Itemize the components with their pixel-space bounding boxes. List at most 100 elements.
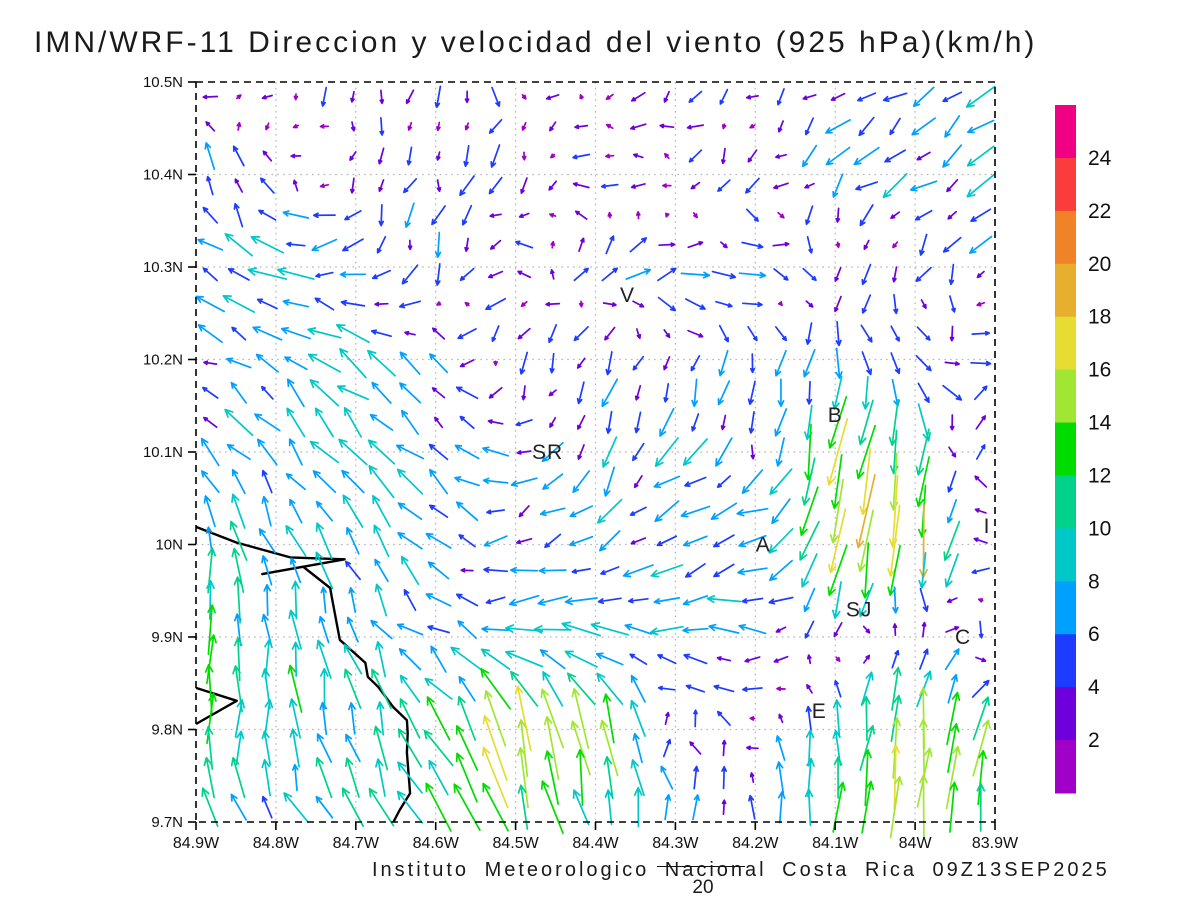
wind-arrow bbox=[942, 144, 963, 168]
wind-arrow bbox=[632, 732, 643, 764]
lat-tick-label: 10.3N bbox=[143, 259, 183, 276]
wind-arrow bbox=[976, 301, 986, 307]
wind-arrow bbox=[231, 468, 246, 495]
wind-arrow bbox=[544, 750, 560, 805]
wind-arrow bbox=[434, 416, 444, 429]
wind-arrow bbox=[744, 656, 761, 663]
colorbar-label: 16 bbox=[1088, 359, 1111, 382]
wind-arrow bbox=[859, 725, 876, 771]
wind-arrow bbox=[488, 118, 503, 134]
wind-arrow bbox=[601, 267, 619, 282]
wind-arrow bbox=[828, 508, 847, 574]
wind-arrow bbox=[892, 266, 898, 283]
wind-arrow bbox=[776, 88, 785, 106]
wind-arrow bbox=[576, 357, 586, 369]
wind-arrow bbox=[403, 178, 418, 194]
wind-arrow bbox=[921, 621, 927, 638]
lon-tick-label: 83.9W bbox=[972, 835, 1019, 852]
wind-arrow bbox=[597, 597, 622, 605]
wind-arrow bbox=[428, 443, 449, 461]
wind-arrow bbox=[318, 615, 330, 644]
wind-arrow bbox=[453, 783, 481, 832]
footer-text: Instituto Meteorologico Nacional Costa R… bbox=[372, 859, 1110, 881]
wind-arrow bbox=[549, 121, 557, 132]
wind-arrow bbox=[720, 241, 728, 249]
wind-arrow bbox=[970, 360, 992, 367]
wind-arrow bbox=[889, 117, 901, 136]
wind-arrow bbox=[397, 728, 423, 768]
wind-arrow bbox=[482, 714, 508, 782]
wind-arrow bbox=[687, 329, 704, 338]
wind-arrow bbox=[690, 355, 701, 372]
wind-arrow bbox=[461, 204, 473, 226]
wind-arrow bbox=[830, 92, 846, 101]
wind-arrow bbox=[741, 597, 764, 604]
wind-arrow bbox=[543, 715, 560, 781]
wind-arrow bbox=[632, 442, 645, 462]
wind-arrow bbox=[778, 713, 784, 724]
colorbar-segment bbox=[1055, 263, 1076, 318]
colorbar-segment bbox=[1055, 475, 1076, 529]
wind-arrow bbox=[429, 353, 449, 374]
wind-arrow bbox=[747, 325, 758, 342]
wind-arrow bbox=[650, 564, 684, 578]
wind-arrow bbox=[206, 692, 217, 745]
wind-arrow bbox=[799, 520, 820, 561]
wind-arrow bbox=[825, 146, 851, 166]
wind-arrow bbox=[510, 670, 539, 707]
wind-arrow bbox=[600, 566, 620, 575]
lat-tick-label: 10.4N bbox=[143, 167, 183, 184]
wind-arrow bbox=[338, 438, 368, 466]
wind-arrow bbox=[399, 698, 421, 739]
wind-arrow bbox=[693, 709, 698, 728]
wind-arrow bbox=[399, 382, 422, 404]
wind-arrow bbox=[401, 264, 419, 285]
wind-arrow bbox=[369, 413, 394, 431]
wind-arrow bbox=[861, 294, 872, 314]
lon-tick-label: 84.5W bbox=[492, 835, 539, 852]
colorbar-segment bbox=[1055, 369, 1076, 424]
wind-arrow bbox=[377, 147, 385, 165]
wind-arrow bbox=[948, 263, 955, 286]
wind-arrow bbox=[717, 380, 731, 406]
wind-arrow bbox=[630, 537, 647, 545]
wind-arrow bbox=[434, 231, 442, 258]
colorbar-label: 6 bbox=[1088, 623, 1100, 646]
wind-arrow bbox=[486, 509, 506, 515]
wind-arrow bbox=[692, 212, 698, 219]
wind-arrow bbox=[969, 235, 993, 254]
wind-arrow bbox=[745, 177, 760, 194]
wind-arrow bbox=[202, 206, 219, 224]
wind-arrow bbox=[463, 144, 470, 168]
wind-arrow bbox=[398, 648, 422, 671]
wind-arrow bbox=[459, 415, 475, 430]
wind-arrow bbox=[915, 428, 930, 476]
wind-arrow bbox=[627, 597, 649, 604]
wind-arrow bbox=[234, 699, 246, 738]
wind-arrow bbox=[288, 698, 302, 739]
wind-arrow bbox=[284, 356, 308, 371]
wind-arrow bbox=[629, 653, 648, 665]
wind-arrow bbox=[971, 679, 990, 698]
wind-arrow bbox=[480, 648, 511, 670]
wind-arrow bbox=[721, 765, 728, 790]
wind-arrow bbox=[576, 381, 585, 405]
wind-arrow bbox=[407, 239, 413, 251]
wind-arrow bbox=[316, 639, 332, 679]
wind-arrow bbox=[566, 672, 596, 706]
wind-arrow bbox=[889, 775, 903, 839]
wind-arrow bbox=[975, 444, 986, 460]
wind-arrow bbox=[977, 749, 987, 806]
wind-arrow bbox=[749, 123, 756, 129]
wind-arrow bbox=[891, 649, 900, 669]
wind-arrow bbox=[833, 756, 843, 799]
wind-arrow bbox=[605, 351, 613, 376]
wind-arrow bbox=[319, 124, 330, 129]
wind-arrow bbox=[827, 396, 848, 449]
wind-arrow bbox=[688, 149, 703, 163]
wind-arrow bbox=[204, 726, 214, 770]
wind-arrow bbox=[236, 121, 242, 131]
wind-arrow bbox=[630, 759, 645, 797]
wind-arrow bbox=[344, 757, 360, 798]
wind-arrow bbox=[287, 664, 303, 713]
